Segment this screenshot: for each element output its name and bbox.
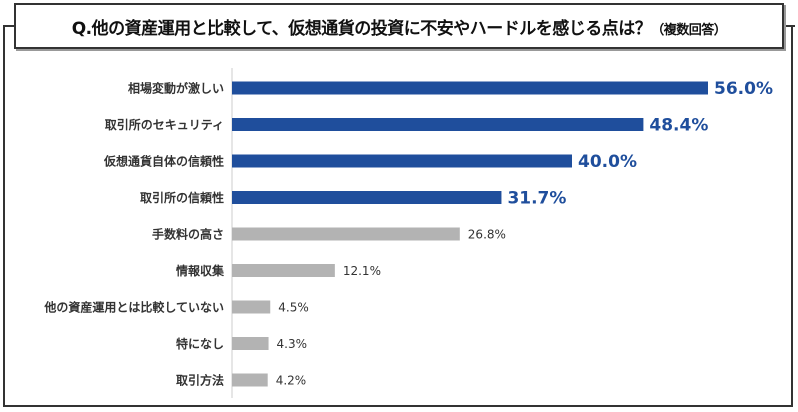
bar xyxy=(232,191,502,204)
data-label: 12.1% xyxy=(343,264,381,278)
category-label: 仮想通貨自体の信頼性 xyxy=(103,154,224,169)
category-label: 取引方法 xyxy=(176,373,224,388)
bar xyxy=(232,337,269,350)
data-label: 4.2% xyxy=(276,374,307,388)
bar xyxy=(232,373,268,387)
data-label: 4.3% xyxy=(277,337,308,351)
data-label: 48.4% xyxy=(649,116,708,136)
chart-title: Q.他の資産運用と比較して、仮想通貨の投資に不安やハードルを感じる点は？（複数回… xyxy=(72,14,727,39)
data-label: 31.7% xyxy=(507,189,566,209)
category-label: 情報収集 xyxy=(176,263,225,278)
bar xyxy=(232,118,644,131)
data-label: 26.8% xyxy=(468,228,506,242)
frame-line xyxy=(3,25,15,27)
category-label: 取引所の信頼性 xyxy=(140,190,224,205)
title-text: Q.他の資産運用と比較して、仮想通貨の投資に不安やハードルを感じる点は？ xyxy=(71,18,652,39)
bar xyxy=(232,300,271,314)
data-label: 4.5% xyxy=(278,301,309,315)
category-label: 取引所のセキュリティ xyxy=(105,117,224,132)
data-label: 40.0% xyxy=(578,152,637,172)
bar xyxy=(232,264,335,277)
outer-frame xyxy=(3,25,793,407)
bar xyxy=(232,154,572,168)
data-label: 56.0% xyxy=(714,79,773,99)
frame-line xyxy=(782,25,795,27)
title-box: Q.他の資産運用と比較して、仮想通貨の投資に不安やハードルを感じる点は？（複数回… xyxy=(14,3,784,49)
title-note: （複数回答） xyxy=(651,22,727,38)
bar xyxy=(232,81,708,95)
category-label: 手数料の高さ xyxy=(152,227,224,242)
category-label: 特になし xyxy=(176,336,224,351)
category-label: 他の資産運用とは比較していない xyxy=(43,300,224,315)
bar xyxy=(232,227,460,241)
category-label: 相場変動が激しい xyxy=(128,81,224,96)
